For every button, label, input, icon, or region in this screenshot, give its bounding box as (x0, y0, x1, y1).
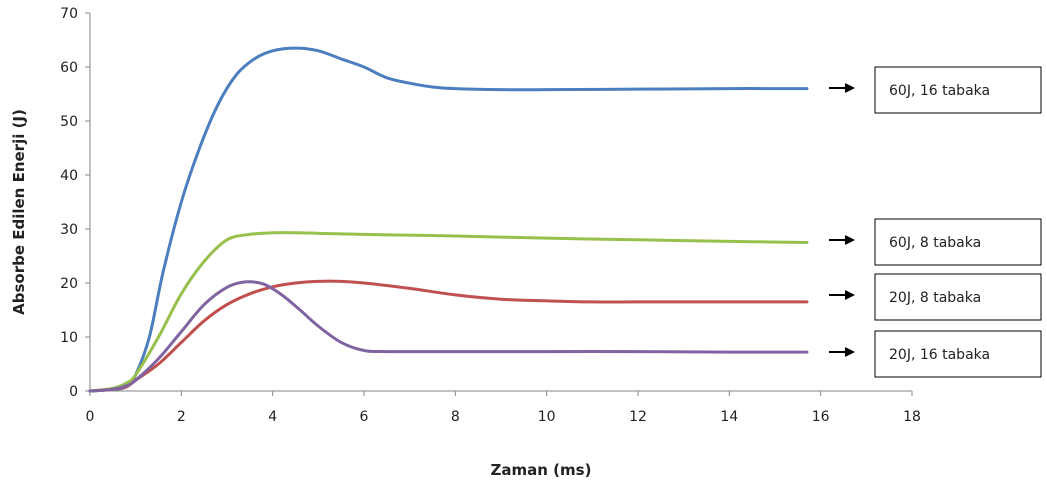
legend-label: 20J, 16 tabaka (889, 347, 990, 363)
y-tick-label: 50 (60, 114, 78, 130)
legend-arrow-head (845, 347, 855, 357)
y-tick-label: 20 (60, 276, 78, 292)
x-tick-label: 0 (86, 409, 95, 425)
legend-box (874, 330, 1042, 378)
series-line-0 (88, 46, 809, 393)
x-tick-label: 16 (812, 409, 830, 425)
x-tick-label: 12 (629, 409, 647, 425)
x-tick-label: 8 (451, 409, 460, 425)
series-line-1 (88, 231, 809, 393)
chart-axes: 0 10 20 30 40 50 60 70 0 2 4 6 8 10 12 14 16 18 (60, 6, 921, 425)
legend-box (874, 218, 1042, 266)
legend-box (874, 66, 1042, 114)
chart-series-lines (88, 46, 809, 393)
x-axis-title: Zaman (ms) (491, 461, 592, 479)
x-tick-label: 10 (538, 409, 556, 425)
legend-label: 60J, 8 tabaka (889, 235, 981, 251)
x-tick-label: 2 (177, 409, 186, 425)
legend-arrow-head (845, 290, 855, 300)
y-tick-label: 30 (60, 222, 78, 238)
y-tick-label: 70 (60, 6, 78, 22)
y-tick-label: 40 (60, 168, 78, 184)
y-tick-label: 10 (60, 330, 78, 346)
legend-label: 60J, 16 tabaka (889, 83, 990, 99)
legend-arrow-head (845, 83, 855, 93)
series-line-3 (88, 280, 809, 393)
legend-box (874, 273, 1042, 321)
y-tick-label: 60 (60, 60, 78, 76)
x-tick-label: 18 (903, 409, 921, 425)
y-axis-title: Absorbe Edilen Enerji (J) (10, 109, 28, 315)
legend-arrow-head (845, 235, 855, 245)
x-tick-label: 14 (720, 409, 738, 425)
series-line-2 (88, 279, 809, 393)
y-tick-label: 0 (69, 384, 78, 400)
chart-legend: 60J, 16 tabaka 60J, 8 tabaka 20J, 8 tabaka… (829, 66, 1042, 378)
legend-label: 20J, 8 tabaka (889, 290, 981, 306)
x-tick-label: 6 (360, 409, 369, 425)
x-tick-label: 4 (268, 409, 277, 425)
